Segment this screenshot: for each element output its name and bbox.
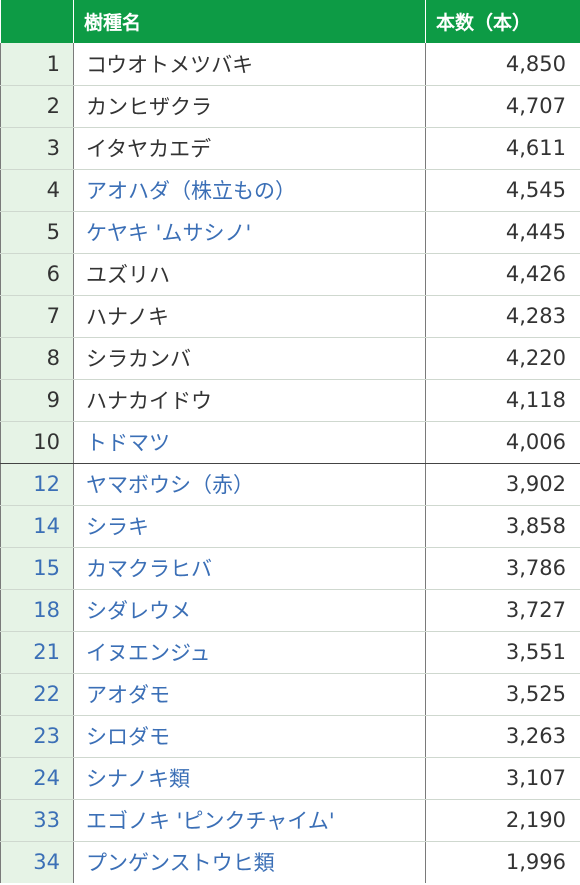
rank-cell: 23 (0, 715, 74, 758)
species-name-cell: シラカンバ (73, 337, 426, 380)
rank-cell: 1 (0, 43, 74, 86)
count-cell: 4,611 (425, 127, 580, 170)
table-header-row: 樹種名 本数（本） (0, 0, 580, 43)
rank-cell: 22 (0, 673, 74, 716)
species-name-cell: ハナノキ (73, 295, 426, 338)
rank-cell: 33 (0, 799, 74, 842)
rank-cell: 18 (0, 589, 74, 632)
count-cell: 4,445 (425, 211, 580, 254)
rank-cell: 24 (0, 757, 74, 800)
rank-cell: 8 (0, 337, 74, 380)
count-cell: 3,727 (425, 589, 580, 632)
table-row: 9 ハナカイドウ 4,118 (0, 379, 580, 422)
count-cell: 2,190 (425, 799, 580, 842)
species-name-cell: ヤマボウシ（赤） (73, 463, 426, 506)
table-row: 2 カンヒザクラ 4,707 (0, 85, 580, 128)
header-count: 本数（本） (425, 0, 580, 43)
species-name-cell: アオハダ（株立もの） (73, 169, 426, 212)
species-name-cell: コウオトメツバキ (73, 43, 426, 86)
rank-cell: 15 (0, 547, 74, 590)
species-name-cell: カマクラヒバ (73, 547, 426, 590)
table-row: 5 ケヤキ 'ムサシノ' 4,445 (0, 211, 580, 254)
count-cell: 3,786 (425, 547, 580, 590)
rank-cell: 2 (0, 85, 74, 128)
species-name-cell: ケヤキ 'ムサシノ' (73, 211, 426, 254)
species-name-cell: プンゲンストウヒ類 (73, 841, 426, 883)
table-body: 1 コウオトメツバキ 4,850 2 カンヒザクラ 4,707 3 イタヤカエデ 4,611 4 ア… (0, 43, 580, 883)
count-cell: 3,525 (425, 673, 580, 716)
rank-cell: 12 (0, 463, 74, 506)
count-cell: 4,283 (425, 295, 580, 338)
count-cell: 4,707 (425, 85, 580, 128)
rank-cell: 9 (0, 379, 74, 422)
table-row: 10 トドマツ 4,006 (0, 421, 580, 464)
species-name-cell: シロダモ (73, 715, 426, 758)
table-row: 8 シラカンバ 4,220 (0, 337, 580, 380)
species-name-cell: シラキ (73, 505, 426, 548)
species-name-cell: トドマツ (73, 421, 426, 464)
species-name-cell: エゴノキ 'ピンクチャイム' (73, 799, 426, 842)
species-name-cell: カンヒザクラ (73, 85, 426, 128)
count-cell: 4,220 (425, 337, 580, 380)
count-cell: 4,545 (425, 169, 580, 212)
table-row: 18 シダレウメ 3,727 (0, 589, 580, 632)
count-cell: 4,426 (425, 253, 580, 296)
species-name-cell: シナノキ類 (73, 757, 426, 800)
table-row: 15 カマクラヒバ 3,786 (0, 547, 580, 590)
species-name-cell: イヌエンジュ (73, 631, 426, 674)
rank-cell: 6 (0, 253, 74, 296)
table-row: 7 ハナノキ 4,283 (0, 295, 580, 338)
table-row: 3 イタヤカエデ 4,611 (0, 127, 580, 170)
count-cell: 3,858 (425, 505, 580, 548)
table-row: 21 イヌエンジュ 3,551 (0, 631, 580, 674)
table-row: 6 ユズリハ 4,426 (0, 253, 580, 296)
header-rank (0, 0, 74, 43)
rank-cell: 4 (0, 169, 74, 212)
count-cell: 4,850 (425, 43, 580, 86)
table-row: 24 シナノキ類 3,107 (0, 757, 580, 800)
rank-cell: 21 (0, 631, 74, 674)
rank-cell: 3 (0, 127, 74, 170)
table-row: 4 アオハダ（株立もの） 4,545 (0, 169, 580, 212)
count-cell: 3,902 (425, 463, 580, 506)
table-row: 1 コウオトメツバキ 4,850 (0, 43, 580, 86)
count-cell: 1,996 (425, 841, 580, 883)
table-row: 33 エゴノキ 'ピンクチャイム' 2,190 (0, 799, 580, 842)
rank-cell: 14 (0, 505, 74, 548)
species-name-cell: イタヤカエデ (73, 127, 426, 170)
table-row: 22 アオダモ 3,525 (0, 673, 580, 716)
table-row: 34 プンゲンストウヒ類 1,996 (0, 841, 580, 883)
rank-cell: 5 (0, 211, 74, 254)
rank-cell: 34 (0, 841, 74, 883)
rank-cell: 7 (0, 295, 74, 338)
species-name-cell: シダレウメ (73, 589, 426, 632)
species-name-cell: ハナカイドウ (73, 379, 426, 422)
rank-cell: 10 (0, 421, 74, 464)
table-row: 23 シロダモ 3,263 (0, 715, 580, 758)
species-name-cell: アオダモ (73, 673, 426, 716)
count-cell: 4,006 (425, 421, 580, 464)
table-row: 14 シラキ 3,858 (0, 505, 580, 548)
header-species-name: 樹種名 (73, 0, 426, 43)
count-cell: 3,263 (425, 715, 580, 758)
count-cell: 3,551 (425, 631, 580, 674)
species-name-cell: ユズリハ (73, 253, 426, 296)
count-cell: 3,107 (425, 757, 580, 800)
table-row: 12 ヤマボウシ（赤） 3,902 (0, 463, 580, 506)
count-cell: 4,118 (425, 379, 580, 422)
